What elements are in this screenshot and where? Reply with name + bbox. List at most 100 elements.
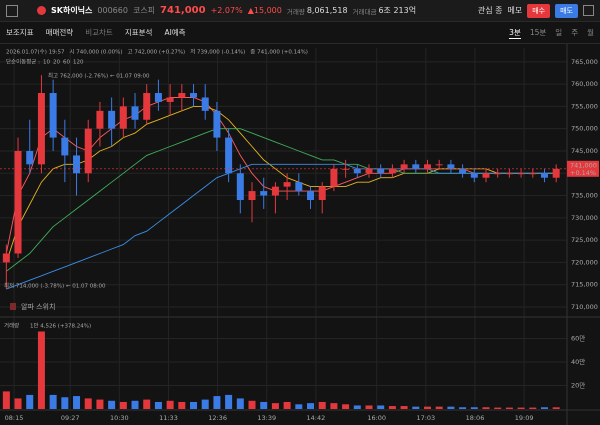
volume-bar — [283, 401, 291, 409]
candle-body — [459, 168, 467, 174]
info-text: 종 741,000 (+0.14%) — [250, 49, 308, 56]
volume-bar — [412, 406, 420, 409]
candle-body — [517, 173, 525, 175]
candle-body — [412, 164, 420, 169]
candle-body — [131, 106, 139, 120]
layout-icon[interactable] — [583, 5, 594, 16]
x-tick-label: 18:06 — [466, 414, 485, 422]
x-tick-label: 12:36 — [208, 414, 227, 422]
buy-button[interactable]: 매수 — [527, 3, 551, 18]
volume-bar — [236, 398, 244, 409]
period[interactable]: 주 — [571, 27, 579, 37]
volume-title: 거래량 — [4, 322, 19, 330]
volume-bar — [295, 404, 303, 409]
period[interactable]: 3분 — [509, 27, 521, 39]
price-tag-text: +0.14% — [570, 169, 596, 177]
candle-body — [108, 110, 116, 129]
period[interactable]: 월 — [587, 27, 594, 37]
candle-body — [388, 168, 396, 174]
volume-bar — [73, 396, 81, 409]
candle-body — [365, 168, 373, 174]
code: 000660 — [97, 6, 128, 15]
y-tick-label: 760,000 — [571, 80, 598, 88]
legend-entry: 120 — [73, 60, 84, 66]
volume-bar — [470, 407, 478, 409]
y-tick-label: 710,000 — [571, 303, 598, 311]
y-tick-label: 735,000 — [571, 192, 598, 200]
volume-bar — [201, 399, 209, 409]
price-tag — [567, 160, 599, 177]
volume-bar — [37, 331, 45, 409]
volume-bar — [248, 400, 256, 409]
volume-bar — [108, 400, 116, 409]
stock-name: SK하이닉스 — [51, 6, 93, 15]
candle-body — [307, 191, 315, 200]
ma-label: 단순이동평균 : — [6, 58, 40, 66]
candle-body — [330, 168, 338, 187]
amount-label: 거래대금 — [352, 7, 377, 16]
toolbar-items: 보조지표 매매전략 비교차트 지표분석 AI예측 — [6, 27, 186, 38]
period[interactable]: 15분 — [529, 27, 547, 37]
y-tick-label: 750,000 — [571, 125, 598, 133]
memo[interactable]: 메모 — [507, 6, 523, 15]
volume-bar — [494, 407, 502, 409]
x-tick-label: 14:42 — [306, 414, 325, 422]
y-tick-label: 765,000 — [571, 58, 598, 66]
amount: 6조 213억 — [378, 6, 417, 15]
candle-body — [96, 110, 104, 129]
low-note: 최저 714,000 (-3.78%) ← 01.07 08:00 — [4, 282, 106, 290]
high-note: 최고 762,000 (-2.76%) ← 01.07 09:00 — [48, 72, 150, 80]
candle-body — [26, 150, 34, 165]
logo — [37, 6, 46, 15]
toolbar-item[interactable]: 지표분석 — [124, 28, 153, 37]
toolbar-item[interactable]: 비교차트 — [85, 28, 113, 37]
candle-body — [73, 155, 81, 174]
toolbar-item[interactable]: AI예측 — [164, 28, 186, 37]
info-text: 시 740,000 (0.00%) — [69, 50, 122, 56]
candle-body — [236, 173, 244, 200]
candle-body — [271, 186, 279, 196]
watch[interactable]: 관심 종 — [477, 6, 503, 15]
candle-body — [400, 164, 408, 169]
candle-body — [213, 110, 221, 138]
sell-button[interactable]: 매도 — [555, 3, 578, 18]
volume-bar — [423, 406, 431, 409]
toolbar-item[interactable]: 매매전략 — [45, 28, 74, 37]
period[interactable]: 일 — [555, 27, 563, 37]
volume-bar — [330, 403, 338, 409]
volume-last: 1만 4,526 (+378.24%) — [30, 322, 91, 330]
header: SK하이닉스 000660 코스피 741,000 +2.07% ▲15,000… — [0, 0, 600, 22]
toolbar-item[interactable]: 보조지표 — [6, 28, 34, 37]
volume-bar — [377, 405, 385, 409]
candle-body — [482, 173, 490, 178]
x-tick-label: 13:39 — [257, 414, 276, 422]
candle-body — [143, 93, 151, 120]
volume-bar — [49, 394, 57, 409]
volume-bar — [540, 407, 548, 409]
candle-body — [540, 173, 548, 178]
volume-bar — [260, 401, 268, 409]
menu-icon[interactable] — [6, 4, 18, 17]
candle-body — [61, 137, 69, 156]
candle-body — [166, 97, 174, 102]
volume-bar — [459, 407, 467, 409]
candle-body — [14, 150, 22, 254]
volume-bar — [388, 406, 396, 409]
candle-body — [283, 182, 291, 187]
x-tick-label: 11:33 — [159, 414, 178, 422]
volume-bar — [213, 396, 221, 409]
market: 코스피 — [132, 6, 156, 15]
volume-bar — [318, 401, 326, 409]
volume-label: 거래량 — [286, 7, 305, 16]
x-tick-label: 17:03 — [416, 414, 435, 422]
candle-body — [37, 93, 45, 165]
x-tick-label: 16:00 — [367, 414, 386, 422]
candle-body — [248, 191, 256, 200]
volume-bar — [119, 401, 127, 409]
volume-bar — [225, 394, 233, 409]
candle-body — [470, 173, 478, 178]
candle-body — [447, 164, 455, 169]
volume-bar — [447, 406, 455, 409]
candle-body — [119, 106, 127, 129]
candle-body — [342, 168, 350, 170]
